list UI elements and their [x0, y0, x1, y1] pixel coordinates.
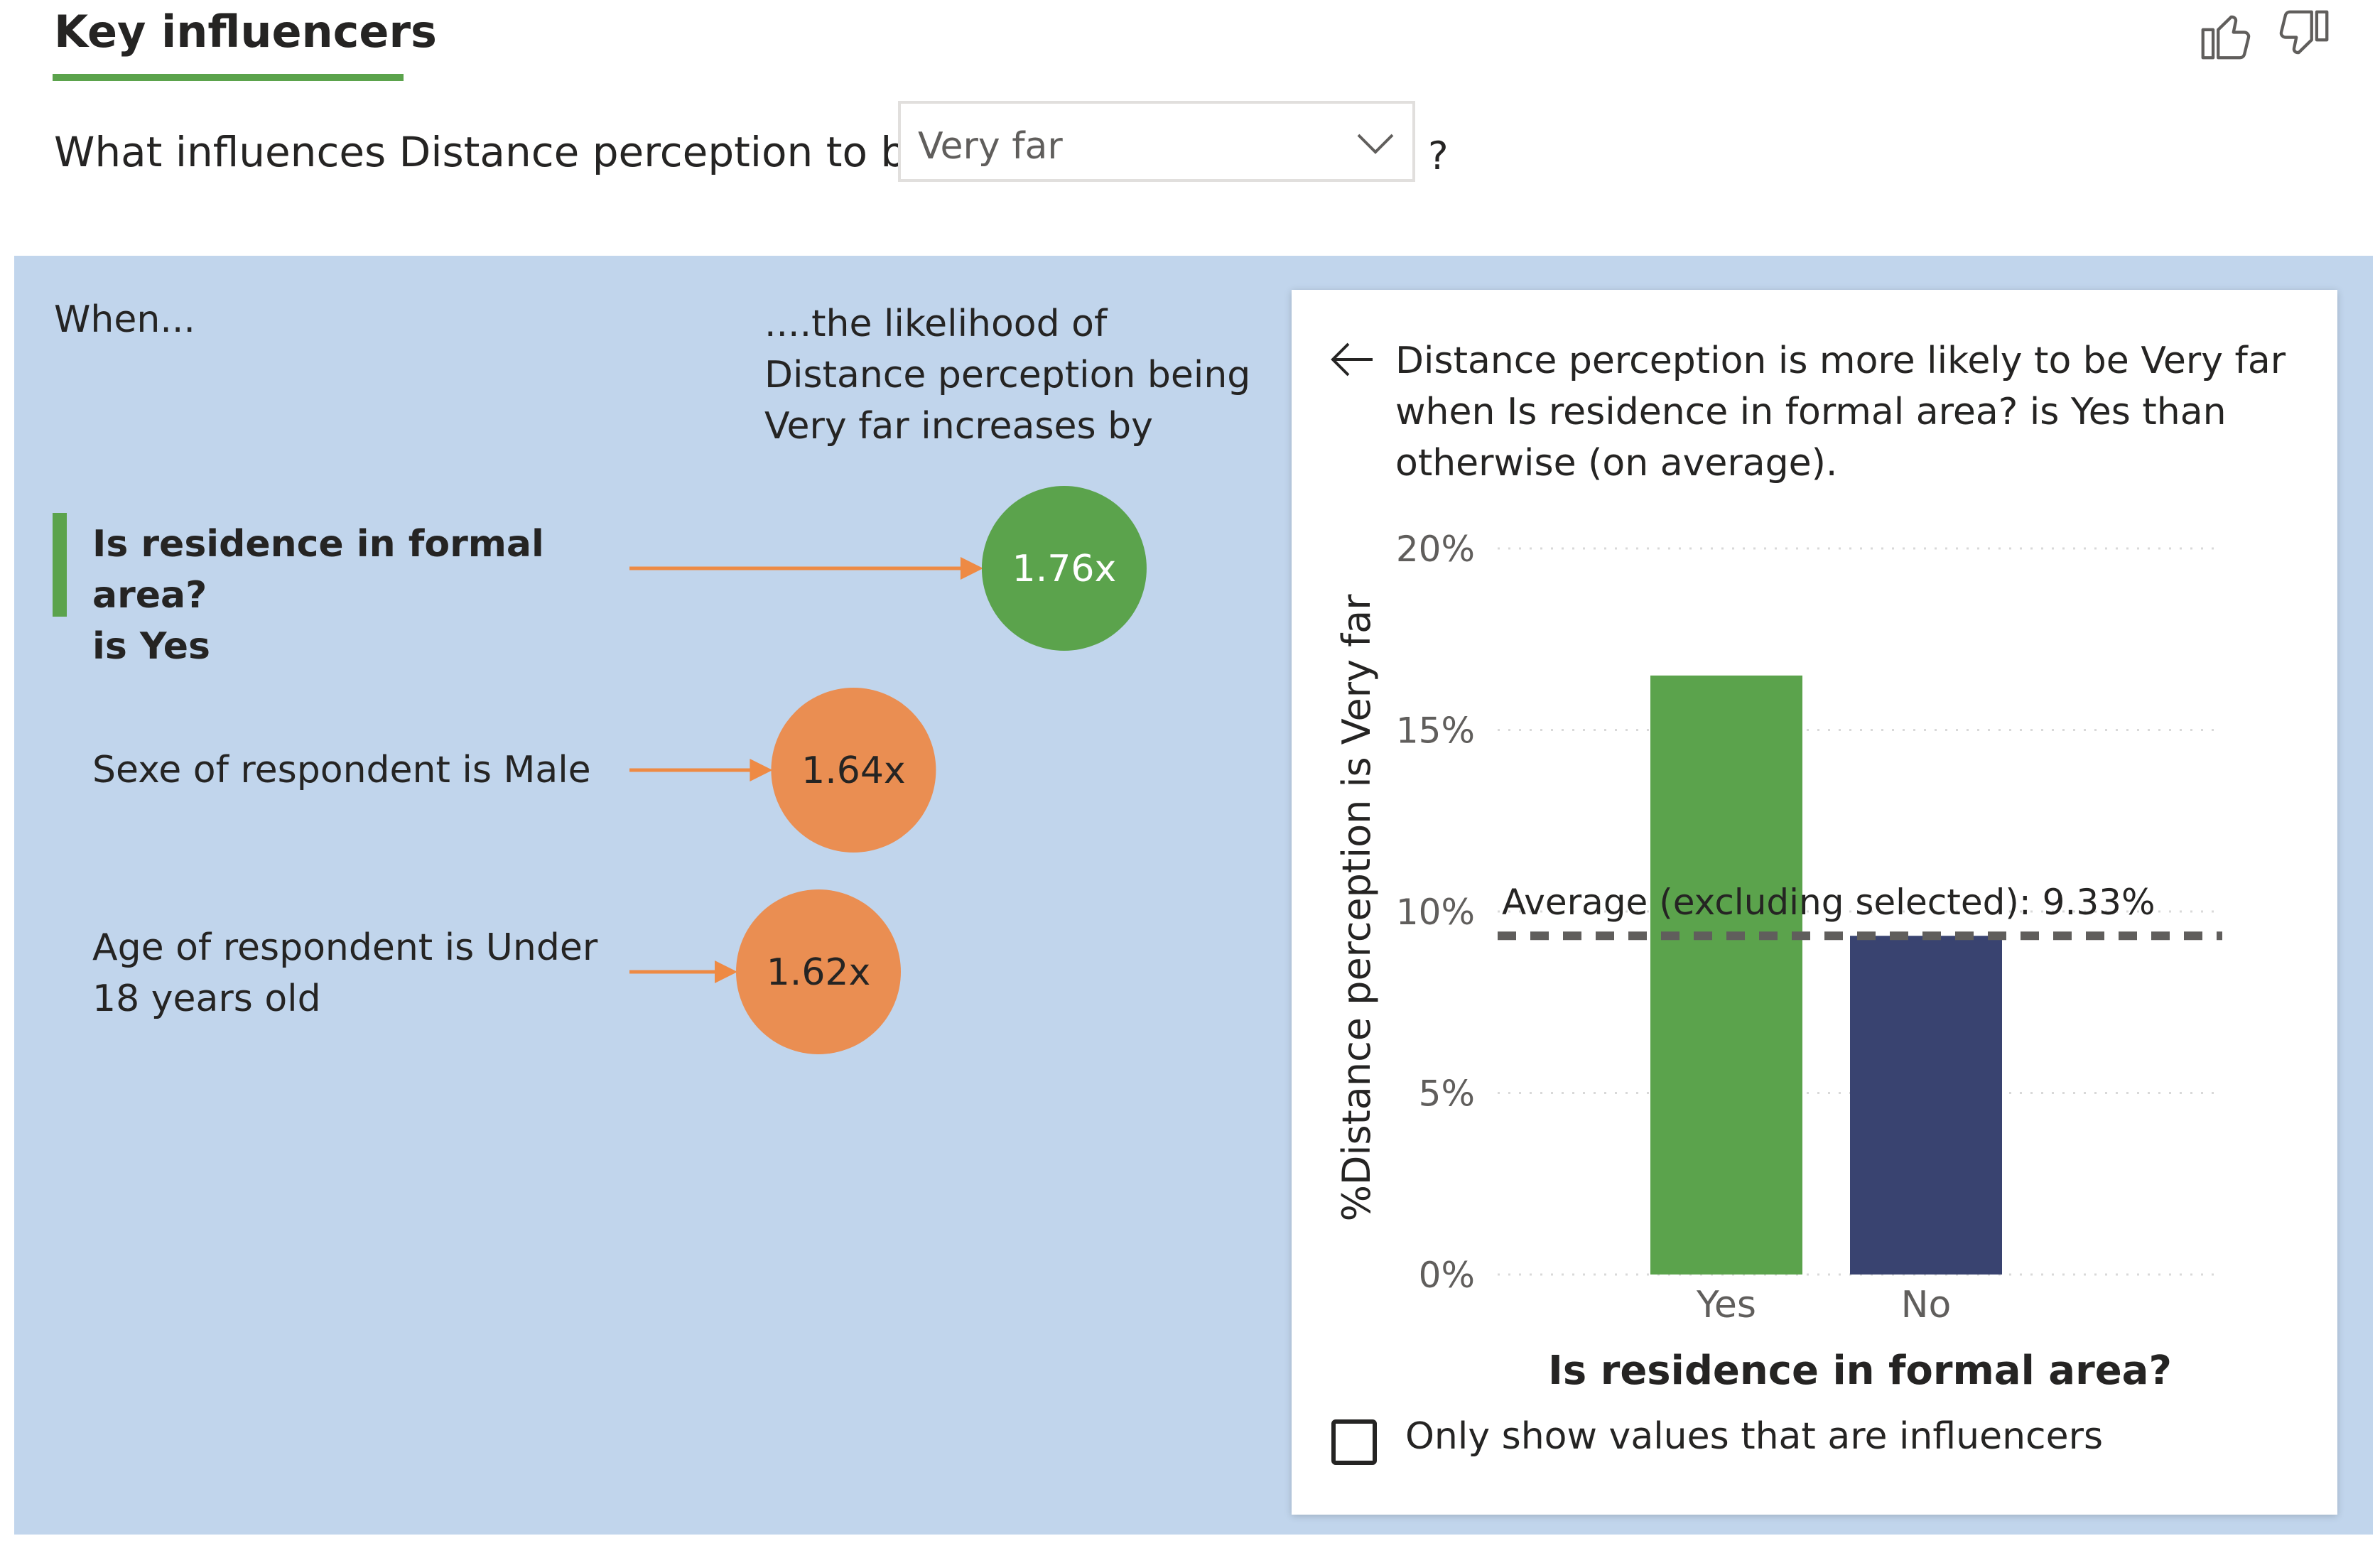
x-tick-label-no: No — [1901, 1284, 1952, 1326]
y-tick-label-20: 20% — [1396, 529, 1475, 570]
back-arrow-icon[interactable] — [1327, 338, 1377, 381]
influencers-only-checkbox[interactable] — [1331, 1419, 1377, 1465]
influencer-2-label[interactable]: Sexe of respondent is Male — [92, 745, 632, 796]
active-tab-underline — [53, 74, 404, 81]
checkbox-label: Only show values that are influencers — [1405, 1415, 2104, 1458]
thumbs-up-icon[interactable] — [2195, 4, 2256, 65]
influencer-3-arrowhead — [715, 961, 737, 983]
influencer-2-bubble[interactable] — [771, 688, 936, 853]
likelihood-header: ....the likelihood of Distance perceptio… — [764, 303, 1251, 448]
influencer-2-line1: Sexe of respondent is Male — [92, 749, 591, 791]
influencer-2-arrowhead — [750, 759, 773, 781]
chevron-down-icon — [1357, 134, 1394, 154]
influencer-3-bubble[interactable] — [736, 889, 901, 1054]
influencer-1-arrowhead — [960, 557, 983, 580]
y-tick-label-10: 10% — [1396, 892, 1475, 933]
influencer-1-line1: Is residence in formal area? — [92, 523, 544, 617]
target-value-dropdown[interactable]: Very far — [898, 101, 1415, 182]
y-tick-label-0: 0% — [1419, 1255, 1475, 1296]
question-mark: ? — [1428, 134, 1449, 178]
influencer-3-line1: Age of respondent is Under — [92, 926, 598, 969]
influencer-1-bubble-group[interactable]: 1.76x — [629, 486, 1147, 651]
influencer-1-line2: is Yes — [92, 625, 210, 668]
bar-no[interactable] — [1850, 936, 2002, 1275]
influencer-3-value-label: 1.62x — [767, 951, 871, 994]
y-tick-label-15: 15% — [1396, 710, 1475, 752]
selected-influencer-indicator — [53, 513, 67, 617]
influencer-1-label[interactable]: Is residence in formal area? is Yes — [92, 519, 590, 672]
influencer-2-bubble-group[interactable]: 1.64x — [629, 688, 936, 853]
dropdown-selected-value: Very far — [918, 125, 1063, 168]
influencer-1-value-label: 1.76x — [1012, 548, 1117, 590]
y-axis-title: %Distance perception is Very far — [1334, 594, 1379, 1222]
influencer-3-label[interactable]: Age of respondent is Under 18 years old — [92, 922, 632, 1024]
bar-yes[interactable] — [1650, 675, 1802, 1275]
bar-chart: 0% 5% 10% 15% 20% Yes No Average (excluding sel… — [1334, 529, 2222, 1394]
y-tick-label-5: 5% — [1419, 1073, 1475, 1115]
question-prompt: What influences Distance perception to b… — [54, 128, 932, 176]
thumbs-down-icon[interactable] — [2273, 4, 2335, 65]
key-influencers-tab[interactable]: Key influencers — [54, 6, 437, 58]
influencer-3-bubble-group[interactable]: 1.62x — [629, 889, 901, 1054]
influencer-1-bubble[interactable] — [981, 486, 1147, 651]
when-header: When... — [54, 298, 195, 341]
average-reference-label: Average (excluding selected): 9.33% — [1502, 882, 2155, 923]
x-axis-title: Is residence in formal area? — [1548, 1348, 2172, 1394]
x-tick-label-yes: Yes — [1696, 1284, 1756, 1326]
influencer-2-value-label: 1.64x — [801, 750, 906, 792]
detail-card: Distance perception is more likely to be… — [1292, 290, 2337, 1515]
influencer-description: Distance perception is more likely to be… — [1395, 340, 2286, 485]
influencer-3-line2: 18 years old — [92, 978, 321, 1020]
